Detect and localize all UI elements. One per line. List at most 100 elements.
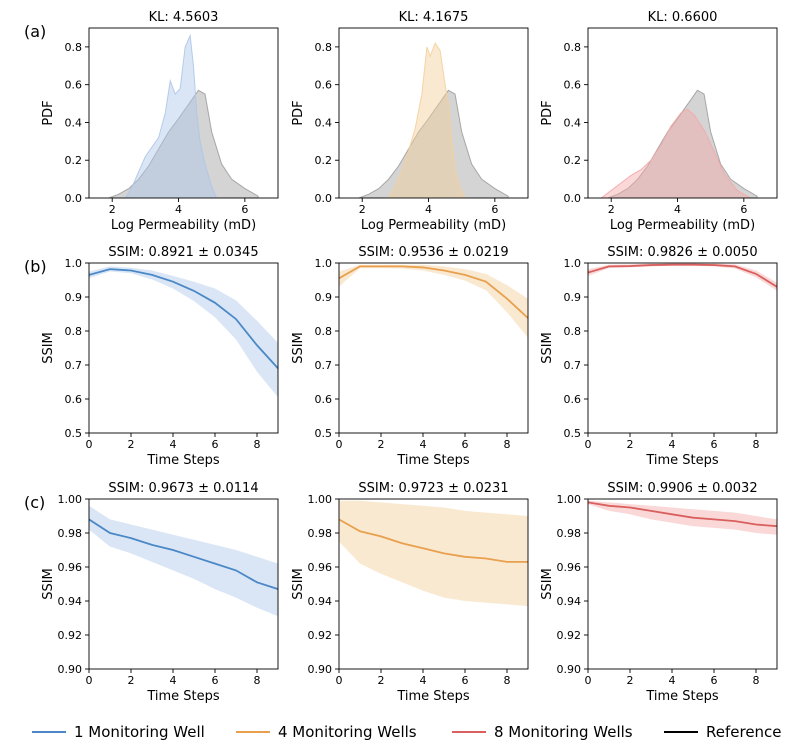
y-tick-label: 1.00 [58,493,83,506]
y-tick-label: 0.8 [315,41,333,54]
y-tick-label: 0.2 [564,154,582,167]
axes-frame [587,262,778,434]
x-tick-label: 4 [669,438,676,451]
y-tick-label: 0.90 [557,663,582,676]
x-tick-label: 6 [711,674,718,687]
legend-swatch [452,731,486,733]
legend-item-4-wells: 4 Monitoring Wells [236,722,417,742]
y-tick-label: 0.6 [65,393,83,406]
x-tick-label: 4 [170,674,177,687]
x-tick-label: 4 [425,203,432,216]
density-reference [607,89,758,198]
y-tick-label: 0.2 [315,154,333,167]
density-reference [108,89,259,198]
x-tick-label: 6 [212,674,219,687]
y-tick-label: 0.7 [65,359,83,372]
y-axis-label: SSIM [291,568,306,600]
panel-title: SSIM: 0.9826 ± 0.0050 [607,245,757,260]
axes-frame [338,27,529,199]
x-axis-label: Time Steps [396,689,470,704]
series-line [339,518,528,563]
std-band [339,500,528,607]
y-tick-label: 0.8 [564,325,582,338]
y-tick-label: 0.6 [564,79,582,92]
panel-a-0: 2 4 6 0.0 0.2 0.4 0.6 0.8 KL: 4.5603 Log Permeabi… [24,10,279,233]
y-tick-label: 0.7 [564,359,582,372]
x-tick-label: 2 [128,674,135,687]
x-tick-label: 2 [378,674,385,687]
x-tick-label: 0 [585,674,592,687]
panel-label: (c) [24,493,45,512]
y-tick-label: 0.4 [65,116,83,129]
y-tick-label: 0.8 [564,41,582,54]
x-tick-label: 4 [674,203,681,216]
y-tick-label: 0.5 [564,427,582,440]
y-tick-label: 0.92 [308,629,333,642]
y-tick-label: 0.6 [315,79,333,92]
series-line [89,268,278,370]
plot-area [89,505,278,617]
y-tick-label: 0.94 [58,595,83,608]
panel-title: KL: 4.5603 [149,10,219,25]
panel-label: (a) [24,22,46,41]
x-axis-label: Time Steps [645,689,719,704]
y-axis-label: PDF [41,100,56,125]
y-tick-label: 0.98 [58,527,83,540]
y-tick-label: 0.4 [564,116,582,129]
y-tick-label: 0.6 [315,393,333,406]
y-axis-label: SSIM [291,332,306,364]
panel-a-2: 2 4 6 0.0 0.2 0.4 0.6 0.8 KL: 0.6600 Log Permeabi… [540,10,778,233]
y-tick-label: 0.9 [65,291,83,304]
x-axis-label: Time Steps [146,689,220,704]
y-tick-label: 0.0 [564,192,582,205]
axes-frame [338,498,529,670]
plot-area [588,263,777,291]
y-axis-label: PDF [291,100,306,125]
y-tick-label: 0.98 [557,527,582,540]
x-tick-label: 6 [711,438,718,451]
y-tick-label: 0.92 [58,629,83,642]
x-tick-label: 0 [86,438,93,451]
y-tick-label: 0.4 [315,116,333,129]
x-tick-label: 8 [753,674,760,687]
density-reference [358,89,509,198]
y-tick-label: 0.96 [58,561,83,574]
y-tick-label: 0.8 [65,325,83,338]
std-band [89,266,278,398]
axes-frame [587,27,778,199]
y-tick-label: 0.8 [315,325,333,338]
panel-c-2: 0 2 4 6 8 0.90 0.92 0.94 0.96 0.98 1.00 SSIM: 0.990… [540,481,778,704]
x-tick-label: 8 [254,674,261,687]
x-tick-label: 6 [241,203,248,216]
x-axis-label: Time Steps [396,453,470,468]
x-tick-label: 4 [170,438,177,451]
density-4-monitoring-wells [388,42,466,198]
x-tick-label: 2 [359,203,366,216]
y-tick-label: 0.2 [65,154,83,167]
plot-area [339,500,528,607]
y-tick-label: 0.94 [308,595,333,608]
legend-swatch [236,731,270,733]
y-axis-label: SSIM [41,332,56,364]
y-tick-label: 0.7 [315,359,333,372]
y-tick-label: 0.94 [557,595,582,608]
y-tick-label: 0.5 [315,427,333,440]
plot-area [358,42,509,198]
y-tick-label: 0.6 [564,393,582,406]
y-axis-label: SSIM [540,332,555,364]
x-tick-label: 2 [627,438,634,451]
y-tick-label: 0.96 [308,561,333,574]
x-tick-label: 6 [462,438,469,451]
legend-item-1-well: 1 Monitoring Well [32,722,205,742]
y-axis-label: SSIM [540,568,555,600]
panel-title: KL: 0.6600 [648,10,718,25]
y-tick-label: 0.5 [65,427,83,440]
series-line [588,501,777,528]
legend: 1 Monitoring Well 4 Monitoring Wells 8 M… [0,718,797,746]
x-tick-label: 8 [753,438,760,451]
std-band [339,264,528,338]
density-1-monitoring-well [124,33,218,198]
y-axis-label: PDF [540,100,555,125]
panel-title: SSIM: 0.9723 ± 0.0231 [358,481,508,496]
plot-area [108,33,259,198]
